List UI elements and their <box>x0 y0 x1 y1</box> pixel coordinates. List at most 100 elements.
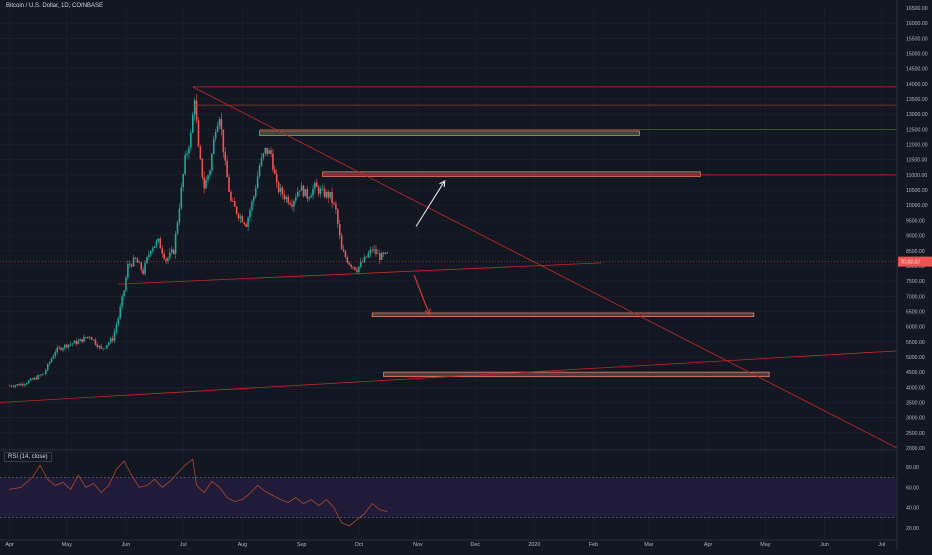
candle-body <box>319 189 322 194</box>
arrow-head <box>439 179 446 187</box>
candle-body <box>249 210 251 218</box>
candle-body <box>138 262 141 264</box>
candle-body <box>22 384 24 386</box>
price-tick-label: 16500.00 <box>906 6 928 12</box>
price-tick-label: 8500.00 <box>906 249 925 255</box>
candle-body <box>64 344 66 349</box>
resistance-zones <box>259 130 770 378</box>
time-tick-label: Apr <box>704 542 713 548</box>
candle-body <box>165 258 167 262</box>
candle-body <box>233 201 236 207</box>
candle-body <box>100 345 102 349</box>
candle-body <box>159 238 162 249</box>
price-tick-label: 2000.00 <box>906 446 925 452</box>
candle-body <box>149 250 152 255</box>
candle-body <box>52 355 55 359</box>
candle-body <box>167 257 169 262</box>
time-tick-label: 2020 <box>528 542 540 548</box>
candle-body <box>226 160 228 178</box>
candle-body <box>316 182 318 187</box>
rsi-tick-label: 40.00 <box>906 506 919 512</box>
price-tick-label: 10500.00 <box>906 188 928 194</box>
time-tick-label: Mar <box>644 542 653 548</box>
candle-body <box>306 189 309 199</box>
candle-body <box>14 385 17 387</box>
time-tick-label: Jun <box>122 542 131 548</box>
price-tick-label: 13000.00 <box>906 112 928 118</box>
zone-box <box>371 312 755 317</box>
candle-body <box>31 378 34 380</box>
candle-body <box>20 384 22 386</box>
candle-body <box>94 339 97 345</box>
candle-body <box>127 264 129 278</box>
candle-body <box>232 201 234 202</box>
candle-body <box>275 173 278 183</box>
rsi-tick-label: 60.00 <box>906 485 919 491</box>
candle-body <box>27 380 30 384</box>
candle-body <box>367 253 370 258</box>
time-tick-label: Nov <box>413 542 423 548</box>
candle-body <box>350 264 352 267</box>
candle-body <box>298 190 301 192</box>
price-tick-label: 11500.00 <box>906 158 927 164</box>
candle-body <box>178 208 181 223</box>
price-tick-label: 6500.00 <box>906 309 925 315</box>
candle-body <box>308 197 310 199</box>
candles <box>8 94 389 389</box>
candle-body <box>33 377 36 380</box>
candle-body <box>48 362 51 365</box>
candle-body <box>155 241 158 247</box>
candle-body <box>10 385 13 387</box>
candle-body <box>312 188 314 196</box>
candle-body <box>176 222 179 234</box>
candle-body <box>352 266 354 268</box>
candle-body <box>304 189 307 197</box>
candle-body <box>184 154 186 175</box>
price-tick-label: 2500.00 <box>906 431 925 437</box>
candle-body <box>216 126 219 133</box>
candle-body <box>300 185 303 191</box>
candle-body <box>73 340 76 344</box>
candle-body <box>182 174 185 188</box>
candle-body <box>371 249 373 251</box>
rsi-indicator-label[interactable]: RSI (14, close) <box>4 452 52 462</box>
candle-body <box>256 176 259 189</box>
candle-body <box>201 158 204 178</box>
candle-body <box>90 337 93 340</box>
candle-body <box>136 258 139 263</box>
candle-body <box>212 138 215 154</box>
price-tick-label: 7500.00 <box>906 279 925 285</box>
price-tick-label: 5500.00 <box>906 340 925 346</box>
rsi-line <box>9 458 388 527</box>
candle-body <box>277 182 280 192</box>
candle-body <box>230 191 232 202</box>
candle-body <box>358 266 360 272</box>
price-tick-label: 6000.00 <box>906 325 925 331</box>
candle-body <box>266 147 268 154</box>
candle-body <box>222 129 225 153</box>
candle-body <box>237 213 240 219</box>
candle-body <box>205 179 207 189</box>
candle-body <box>251 201 253 211</box>
candle-body <box>314 182 316 189</box>
candle-body <box>386 252 389 254</box>
candle-body <box>382 252 385 254</box>
trendline <box>0 350 898 403</box>
time-tick-label: Sep <box>297 542 307 548</box>
candle-body <box>270 150 272 154</box>
candle-body <box>235 206 238 214</box>
price-tick-label: 5000.00 <box>906 355 925 361</box>
candle-body <box>65 344 68 348</box>
candle-body <box>228 177 230 192</box>
candle-body <box>191 114 194 133</box>
candle-body <box>172 249 175 254</box>
arrow-shaft <box>415 180 446 227</box>
price-tick-label: 10000.00 <box>906 203 928 209</box>
candle-body <box>109 338 112 343</box>
price-tick-label: 9000.00 <box>906 234 925 240</box>
rsi-tick-label: 80.00 <box>906 465 919 471</box>
rsi-tick-label: 20.00 <box>906 526 919 532</box>
candle-body <box>279 187 282 192</box>
